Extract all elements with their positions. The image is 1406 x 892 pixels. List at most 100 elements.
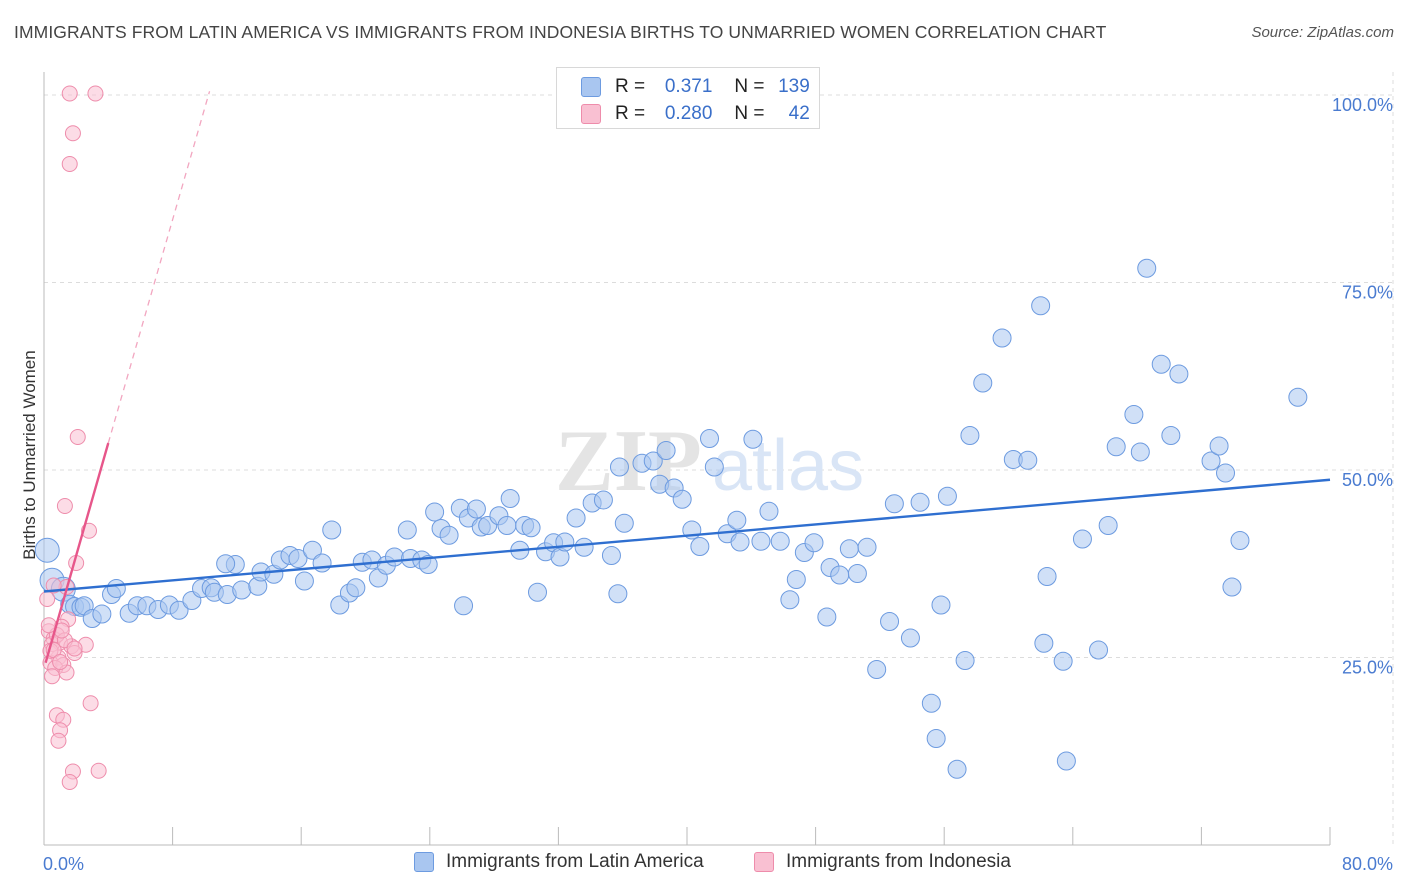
data-point	[770, 531, 790, 551]
data-point	[294, 571, 314, 591]
r-label: R =	[615, 103, 646, 124]
data-point	[593, 490, 613, 510]
data-point	[61, 156, 78, 172]
data-point	[87, 85, 104, 102]
data-point	[751, 531, 771, 551]
data-point	[700, 429, 720, 448]
data-point	[1230, 531, 1250, 550]
y-tick-label: 75.0%	[1342, 283, 1393, 303]
x-tick-label-min: 0.0%	[43, 854, 84, 874]
data-point	[52, 654, 69, 670]
data-point	[847, 564, 867, 583]
watermark-atlas: atlas	[712, 426, 864, 506]
data-point	[609, 457, 629, 477]
trend-line-latin-america	[43, 478, 1331, 593]
y-tick-label: 100.0%	[1332, 95, 1393, 115]
data-point	[61, 85, 78, 102]
legend-label: Immigrants from Indonesia	[786, 851, 1011, 872]
data-point	[44, 668, 61, 685]
data-point	[566, 508, 586, 528]
y-tick-label: 25.0%	[1342, 658, 1393, 678]
data-point	[425, 502, 445, 522]
n-label: N =	[734, 103, 765, 124]
data-point	[528, 582, 548, 602]
data-point	[743, 429, 763, 449]
data-point	[322, 520, 342, 540]
data-point	[1037, 567, 1057, 586]
data-point	[931, 595, 951, 615]
data-point	[397, 520, 417, 540]
legend-label: Immigrants from Latin America	[446, 851, 704, 872]
data-point	[90, 762, 107, 779]
data-point	[1018, 450, 1038, 470]
data-point	[82, 695, 99, 712]
data-point	[346, 578, 366, 598]
series-indonesia	[39, 85, 107, 790]
data-point	[884, 494, 904, 514]
data-point	[817, 607, 837, 627]
data-point	[759, 501, 779, 521]
data-point	[1169, 364, 1189, 384]
legend-swatch-blue	[581, 77, 601, 97]
data-point	[921, 693, 941, 713]
data-point	[466, 499, 486, 519]
data-point	[521, 518, 541, 538]
x-tick-label-max: 80.0%	[1342, 854, 1393, 874]
data-point	[216, 554, 236, 574]
n-label: N =	[734, 76, 765, 97]
data-point	[880, 612, 900, 631]
data-point	[727, 510, 747, 530]
data-point	[1161, 426, 1181, 445]
trend-lines	[43, 91, 1331, 664]
data-point	[900, 628, 920, 648]
data-point	[947, 759, 967, 779]
data-point	[384, 547, 404, 567]
data-point	[64, 125, 81, 142]
data-point	[50, 732, 67, 749]
data-point	[1124, 405, 1144, 424]
data-point	[39, 591, 56, 607]
data-point	[867, 660, 887, 679]
data-point	[1288, 387, 1308, 407]
data-point	[1222, 577, 1242, 597]
data-point	[34, 537, 60, 563]
data-point	[302, 540, 322, 560]
data-point	[608, 584, 628, 604]
data-point	[1056, 751, 1076, 771]
r-value: 0.280	[664, 103, 713, 124]
trend-line-indonesia-extension	[107, 91, 211, 444]
legend-swatch-pink	[754, 852, 774, 872]
data-point	[830, 565, 850, 585]
data-point	[574, 537, 594, 557]
legend-item-indonesia: Immigrants from Indonesia	[754, 851, 1011, 873]
data-point	[804, 533, 824, 553]
data-point	[92, 604, 112, 624]
y-tick-labels: 25.0% 50.0% 75.0% 100.0%	[1332, 95, 1393, 678]
data-point	[1209, 436, 1229, 456]
stats-legend: R = 0.371 N = 139 R = 0.280 N = 42	[556, 67, 820, 129]
y-axis-label: Births to Unmarried Women	[20, 350, 39, 559]
data-point	[418, 555, 438, 574]
data-point	[56, 498, 73, 514]
data-point	[454, 596, 474, 616]
data-point	[1053, 651, 1073, 671]
data-point	[937, 486, 957, 506]
stats-row-latin-america: R = 0.371 N = 139	[581, 74, 810, 100]
series-legend: Immigrants from Latin America Immigrants…	[0, 851, 1406, 879]
data-point	[500, 489, 520, 508]
series-latin-america	[34, 258, 1308, 779]
data-point	[704, 457, 724, 477]
data-point	[1137, 258, 1157, 278]
legend-swatch-pink	[581, 104, 601, 124]
data-point	[643, 451, 663, 471]
n-value: 42	[788, 103, 810, 124]
data-point	[672, 489, 692, 509]
data-point	[780, 590, 800, 610]
source-label: Source: ZipAtlas.com	[1251, 24, 1394, 41]
data-point	[926, 729, 946, 748]
axes	[43, 72, 1331, 846]
data-point	[839, 539, 859, 559]
data-point	[1201, 451, 1221, 471]
data-point	[288, 549, 308, 568]
